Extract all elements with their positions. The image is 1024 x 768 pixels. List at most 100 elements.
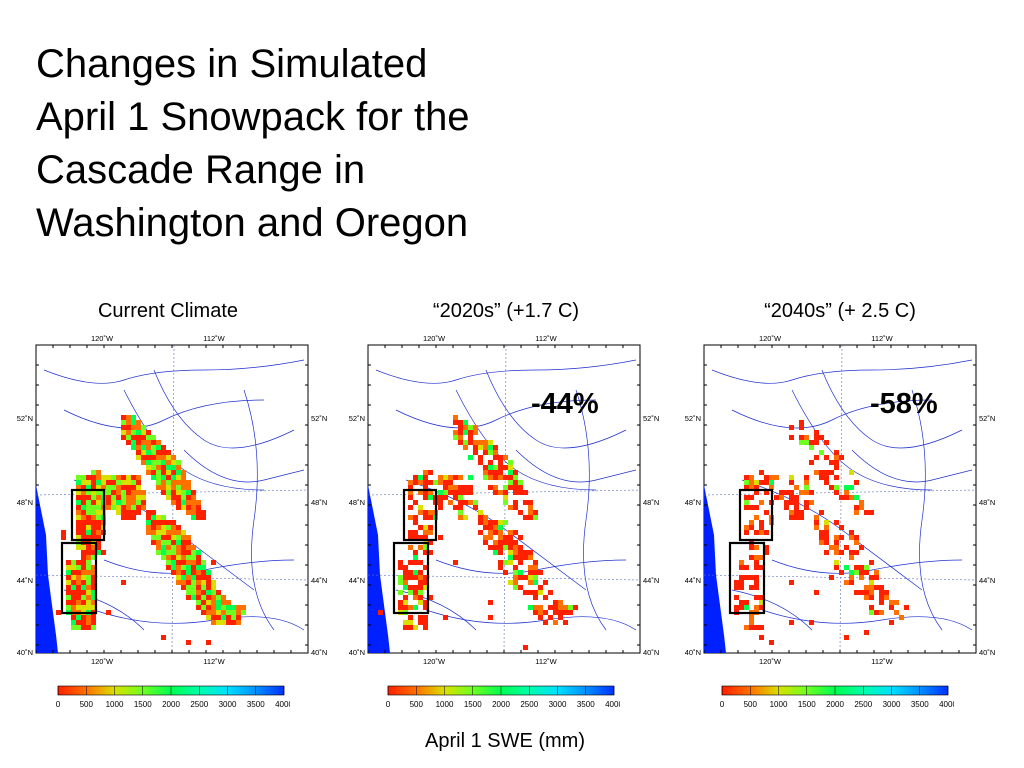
title-line-3: Cascade Range in <box>36 148 366 192</box>
river-line <box>63 399 265 429</box>
map-current: 120˚W 120˚W 112˚W 112˚W 52˚N 52˚N 48˚N 48˚N 44˚N… <box>4 330 344 665</box>
lat-tick-label-left: 40˚N <box>17 648 33 657</box>
river-line <box>153 369 295 449</box>
title-line-4: Washington and Oregon <box>36 201 469 245</box>
map-2020s: 120˚W 120˚W 112˚W 112˚W 52˚N 52˚N 48˚N 48˚N 44˚N… <box>336 330 676 665</box>
river-line <box>243 389 275 631</box>
river-line <box>183 449 305 483</box>
lon-tick-label-top: 120˚W <box>423 334 446 343</box>
colorbar-tick-label: 3500 <box>577 700 595 709</box>
lon-tick-label-bottom: 112˚W <box>535 657 557 665</box>
lat-tick-label-left: 40˚N <box>685 648 701 657</box>
snowpack-cells <box>734 420 909 645</box>
boundary-line <box>839 344 843 654</box>
study-area-box <box>728 541 766 615</box>
colorbar-tick-label: 1000 <box>770 700 788 709</box>
colorbar-label: April 1 SWE (mm) <box>425 730 585 752</box>
colorbar-tick-label: 0 <box>386 700 391 709</box>
colorbar-tick-label: 3500 <box>911 700 929 709</box>
colorbar-tick-label: 1500 <box>464 700 482 709</box>
ocean <box>368 485 390 653</box>
change-2040s: -58% <box>870 388 938 420</box>
lon-tick-label-top: 112˚W <box>871 334 893 343</box>
river-line <box>395 589 477 631</box>
lat-tick-label-left: 52˚N <box>685 414 701 423</box>
river-line <box>821 369 963 449</box>
colorbar-tick-label: 2000 <box>492 700 510 709</box>
lat-tick-label-right: 44˚N <box>643 576 659 585</box>
river-line <box>123 389 265 491</box>
lat-tick-label-right: 44˚N <box>979 576 995 585</box>
river-line <box>731 399 933 429</box>
lon-tick-label-top: 120˚W <box>91 334 114 343</box>
river-line <box>911 389 943 631</box>
colorbar-tick-label: 3000 <box>219 700 237 709</box>
boundary-line <box>171 344 175 654</box>
study-area-box <box>70 488 106 542</box>
lat-tick-label-right: 52˚N <box>643 414 659 423</box>
lat-tick-label-left: 48˚N <box>685 498 701 507</box>
colorbar-tick-label: 2500 <box>854 700 872 709</box>
lat-tick-label-left: 40˚N <box>349 648 365 657</box>
colorbar-tick-label: 3500 <box>247 700 265 709</box>
colorbar-tick-label: 0 <box>56 700 61 709</box>
colorbar-tick-label: 500 <box>410 700 424 709</box>
boundary-line <box>503 344 507 654</box>
river-line <box>43 359 305 384</box>
lat-tick-label-right: 48˚N <box>311 498 327 507</box>
study-area-box <box>738 488 774 542</box>
lat-tick-label-right: 52˚N <box>979 414 995 423</box>
lat-tick-label-right: 40˚N <box>979 648 995 657</box>
colorbar-tick-label: 3000 <box>549 700 567 709</box>
river-line <box>395 399 597 429</box>
map-svg: 120˚W 120˚W 112˚W 112˚W 52˚N 52˚N 48˚N 48˚N 44˚N… <box>17 334 328 665</box>
map-svg: 120˚W 120˚W 112˚W 112˚W 52˚N 52˚N 48˚N 48˚N 44˚N… <box>349 334 660 665</box>
lat-tick-label-left: 52˚N <box>349 414 365 423</box>
colorbar-tick-label: 2000 <box>826 700 844 709</box>
page-title: Changes in Simulated April 1 Snowpack fo… <box>36 38 596 250</box>
lat-tick-label-left: 48˚N <box>349 498 365 507</box>
lon-tick-label-top: 120˚W <box>759 334 782 343</box>
map-2040s: 120˚W 120˚W 112˚W 112˚W 52˚N 52˚N 48˚N 48˚N 44˚N… <box>672 330 1012 665</box>
lat-tick-label-right: 52˚N <box>311 414 327 423</box>
lat-tick-label-left: 44˚N <box>17 576 33 585</box>
ocean <box>704 485 726 653</box>
title-line-2: April 1 Snowpack for the <box>36 95 470 139</box>
study-area-box <box>60 541 98 615</box>
river-line <box>515 449 637 483</box>
lon-tick-label-top: 112˚W <box>535 334 557 343</box>
panel-title-current: Current Climate <box>97 300 239 322</box>
lat-tick-label-left: 48˚N <box>17 498 33 507</box>
river-line <box>711 359 973 384</box>
panel-title-2020s: “2020s” (+1.7 C) <box>432 300 580 322</box>
lat-tick-label-right: 40˚N <box>643 648 659 657</box>
panel-title-2040s: “2040s” (+ 2.5 C) <box>764 300 916 322</box>
lon-tick-label-bottom: 120˚W <box>91 657 114 665</box>
colorbar-tick-label: 500 <box>80 700 94 709</box>
colorbar-tick-label: 1500 <box>798 700 816 709</box>
study-area-box <box>392 541 430 615</box>
river-line <box>771 559 963 574</box>
lon-tick-label-bottom: 120˚W <box>423 657 446 665</box>
river-line <box>455 389 597 491</box>
river-line <box>761 609 973 631</box>
colorbar-tick-label: 1000 <box>436 700 454 709</box>
lat-tick-label-right: 40˚N <box>311 648 327 657</box>
change-2020s: -44% <box>531 388 599 420</box>
river-line <box>851 449 973 483</box>
ocean <box>36 485 58 653</box>
lat-tick-label-right: 44˚N <box>311 576 327 585</box>
colorbar-tick-label: 2000 <box>162 700 180 709</box>
lat-tick-label-right: 48˚N <box>979 498 995 507</box>
map-svg: 120˚W 120˚W 112˚W 112˚W 52˚N 52˚N 48˚N 48˚N 44˚N… <box>685 334 996 665</box>
study-area-box <box>402 488 438 542</box>
river-line <box>731 589 813 631</box>
river-line <box>485 369 627 449</box>
